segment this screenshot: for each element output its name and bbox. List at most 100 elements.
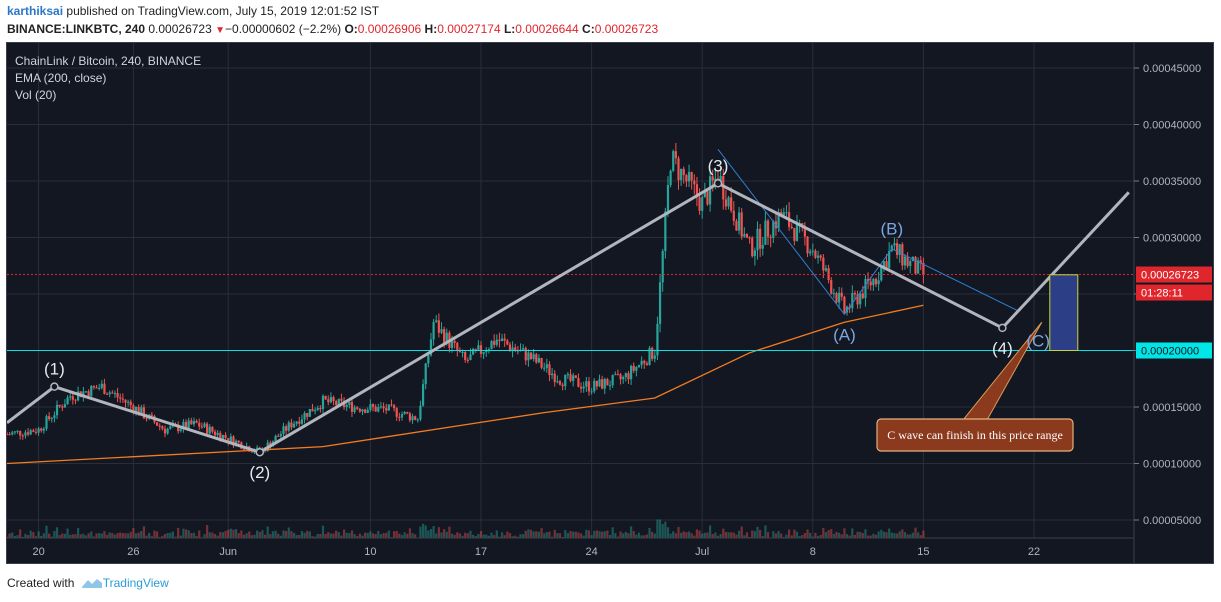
price-tick-label: 0.00015000	[1143, 402, 1201, 414]
volume-bar	[408, 528, 411, 538]
candle-body	[316, 408, 319, 411]
volume-bar	[166, 533, 169, 538]
candle-body	[761, 244, 764, 249]
volume-bar	[132, 528, 135, 538]
volume-bar	[780, 533, 783, 538]
price-chart[interactable]: C wave can finish in this price range (1…	[5, 42, 1214, 564]
volume-bar	[219, 532, 222, 538]
volume-bar	[922, 530, 925, 538]
volume-bar	[801, 534, 804, 538]
volume-bar	[298, 535, 301, 538]
volume-bar	[656, 519, 659, 538]
author-link[interactable]: karthiksai	[7, 4, 64, 18]
volume-bar	[722, 528, 725, 538]
chart-canvas[interactable]: C wave can finish in this price range (1…	[5, 43, 1213, 563]
volume-bar	[382, 533, 385, 538]
candle-body	[19, 430, 22, 436]
volume-bar	[751, 530, 754, 538]
candle-body	[150, 414, 153, 416]
volume-bar	[327, 532, 330, 538]
candle-body	[832, 293, 835, 295]
volume-bar	[627, 533, 630, 538]
candle-body	[890, 245, 893, 252]
volume-bar	[227, 529, 230, 538]
volume-bar	[429, 528, 433, 538]
volume-bar	[134, 533, 138, 538]
volume-bar	[266, 526, 269, 538]
volume-bar	[84, 535, 88, 538]
candle-body	[511, 347, 514, 351]
volume-bar	[187, 530, 190, 538]
countdown-badge-bg	[1136, 284, 1212, 301]
candle-body	[432, 322, 435, 340]
candle-body	[108, 392, 111, 395]
volume-bar	[308, 531, 311, 538]
volume-bar	[516, 536, 519, 538]
volume-bar	[82, 533, 85, 538]
volume-bar	[385, 532, 388, 538]
time-tick-label: Jul	[695, 546, 709, 558]
volume-bar	[601, 531, 604, 538]
volume-bar	[300, 531, 304, 538]
volume-bar	[366, 532, 369, 538]
candle-body	[145, 418, 148, 420]
candle-body	[127, 401, 130, 403]
candle-body	[395, 408, 398, 417]
candle-body	[759, 228, 762, 249]
volume-bar	[482, 534, 485, 538]
volume-bar	[58, 535, 61, 538]
candle-body	[411, 416, 414, 421]
high-label: H:	[424, 22, 438, 36]
candle-body	[740, 212, 743, 237]
volume-bar	[698, 530, 701, 538]
volume-bar	[269, 534, 272, 538]
candle-body	[345, 404, 348, 407]
volume-bar	[443, 529, 446, 538]
volume-bar	[37, 531, 40, 538]
candle-body	[901, 244, 904, 266]
volume-bar	[458, 533, 462, 538]
volume-bar	[161, 535, 164, 538]
candle-body	[527, 352, 530, 361]
volume-bar	[827, 530, 830, 538]
candle-body	[285, 426, 288, 431]
volume-bar	[853, 534, 857, 538]
candle-body	[790, 226, 793, 229]
volume-bar	[398, 533, 401, 538]
volume-bar	[316, 534, 319, 538]
candle-body	[11, 432, 14, 435]
candle-body	[867, 279, 870, 282]
candle-body	[737, 212, 741, 231]
candle-body	[61, 406, 64, 408]
candle-body	[200, 426, 203, 428]
volume-bar	[508, 533, 512, 538]
volume-bar	[8, 533, 11, 538]
candle-body	[435, 320, 438, 323]
volume-bar	[472, 534, 475, 538]
volume-bar	[453, 534, 456, 538]
volume-bar	[785, 534, 788, 538]
candle-body	[105, 393, 109, 395]
volume-bar	[798, 536, 801, 538]
wave-point	[713, 179, 723, 188]
candle-body	[450, 340, 454, 348]
candle-body	[495, 339, 498, 345]
volume-bar	[377, 530, 380, 538]
volume-bar	[848, 535, 851, 538]
candle-body	[34, 431, 38, 433]
channel-line	[843, 248, 893, 315]
volume-bar	[845, 534, 849, 538]
volume-bar	[74, 534, 77, 538]
tradingview-link[interactable]: TradingView	[102, 576, 169, 590]
volume-bar	[680, 532, 683, 538]
volume-bar	[119, 532, 122, 538]
candle-body	[485, 350, 488, 353]
volume-bar	[179, 535, 182, 538]
wave-point	[255, 447, 265, 457]
candle-body	[706, 191, 709, 205]
candle-body	[674, 151, 677, 159]
candle-body	[532, 354, 535, 360]
volume-bar	[743, 535, 746, 538]
candle-body	[213, 431, 217, 436]
elliott-wave-path	[6, 181, 1130, 454]
